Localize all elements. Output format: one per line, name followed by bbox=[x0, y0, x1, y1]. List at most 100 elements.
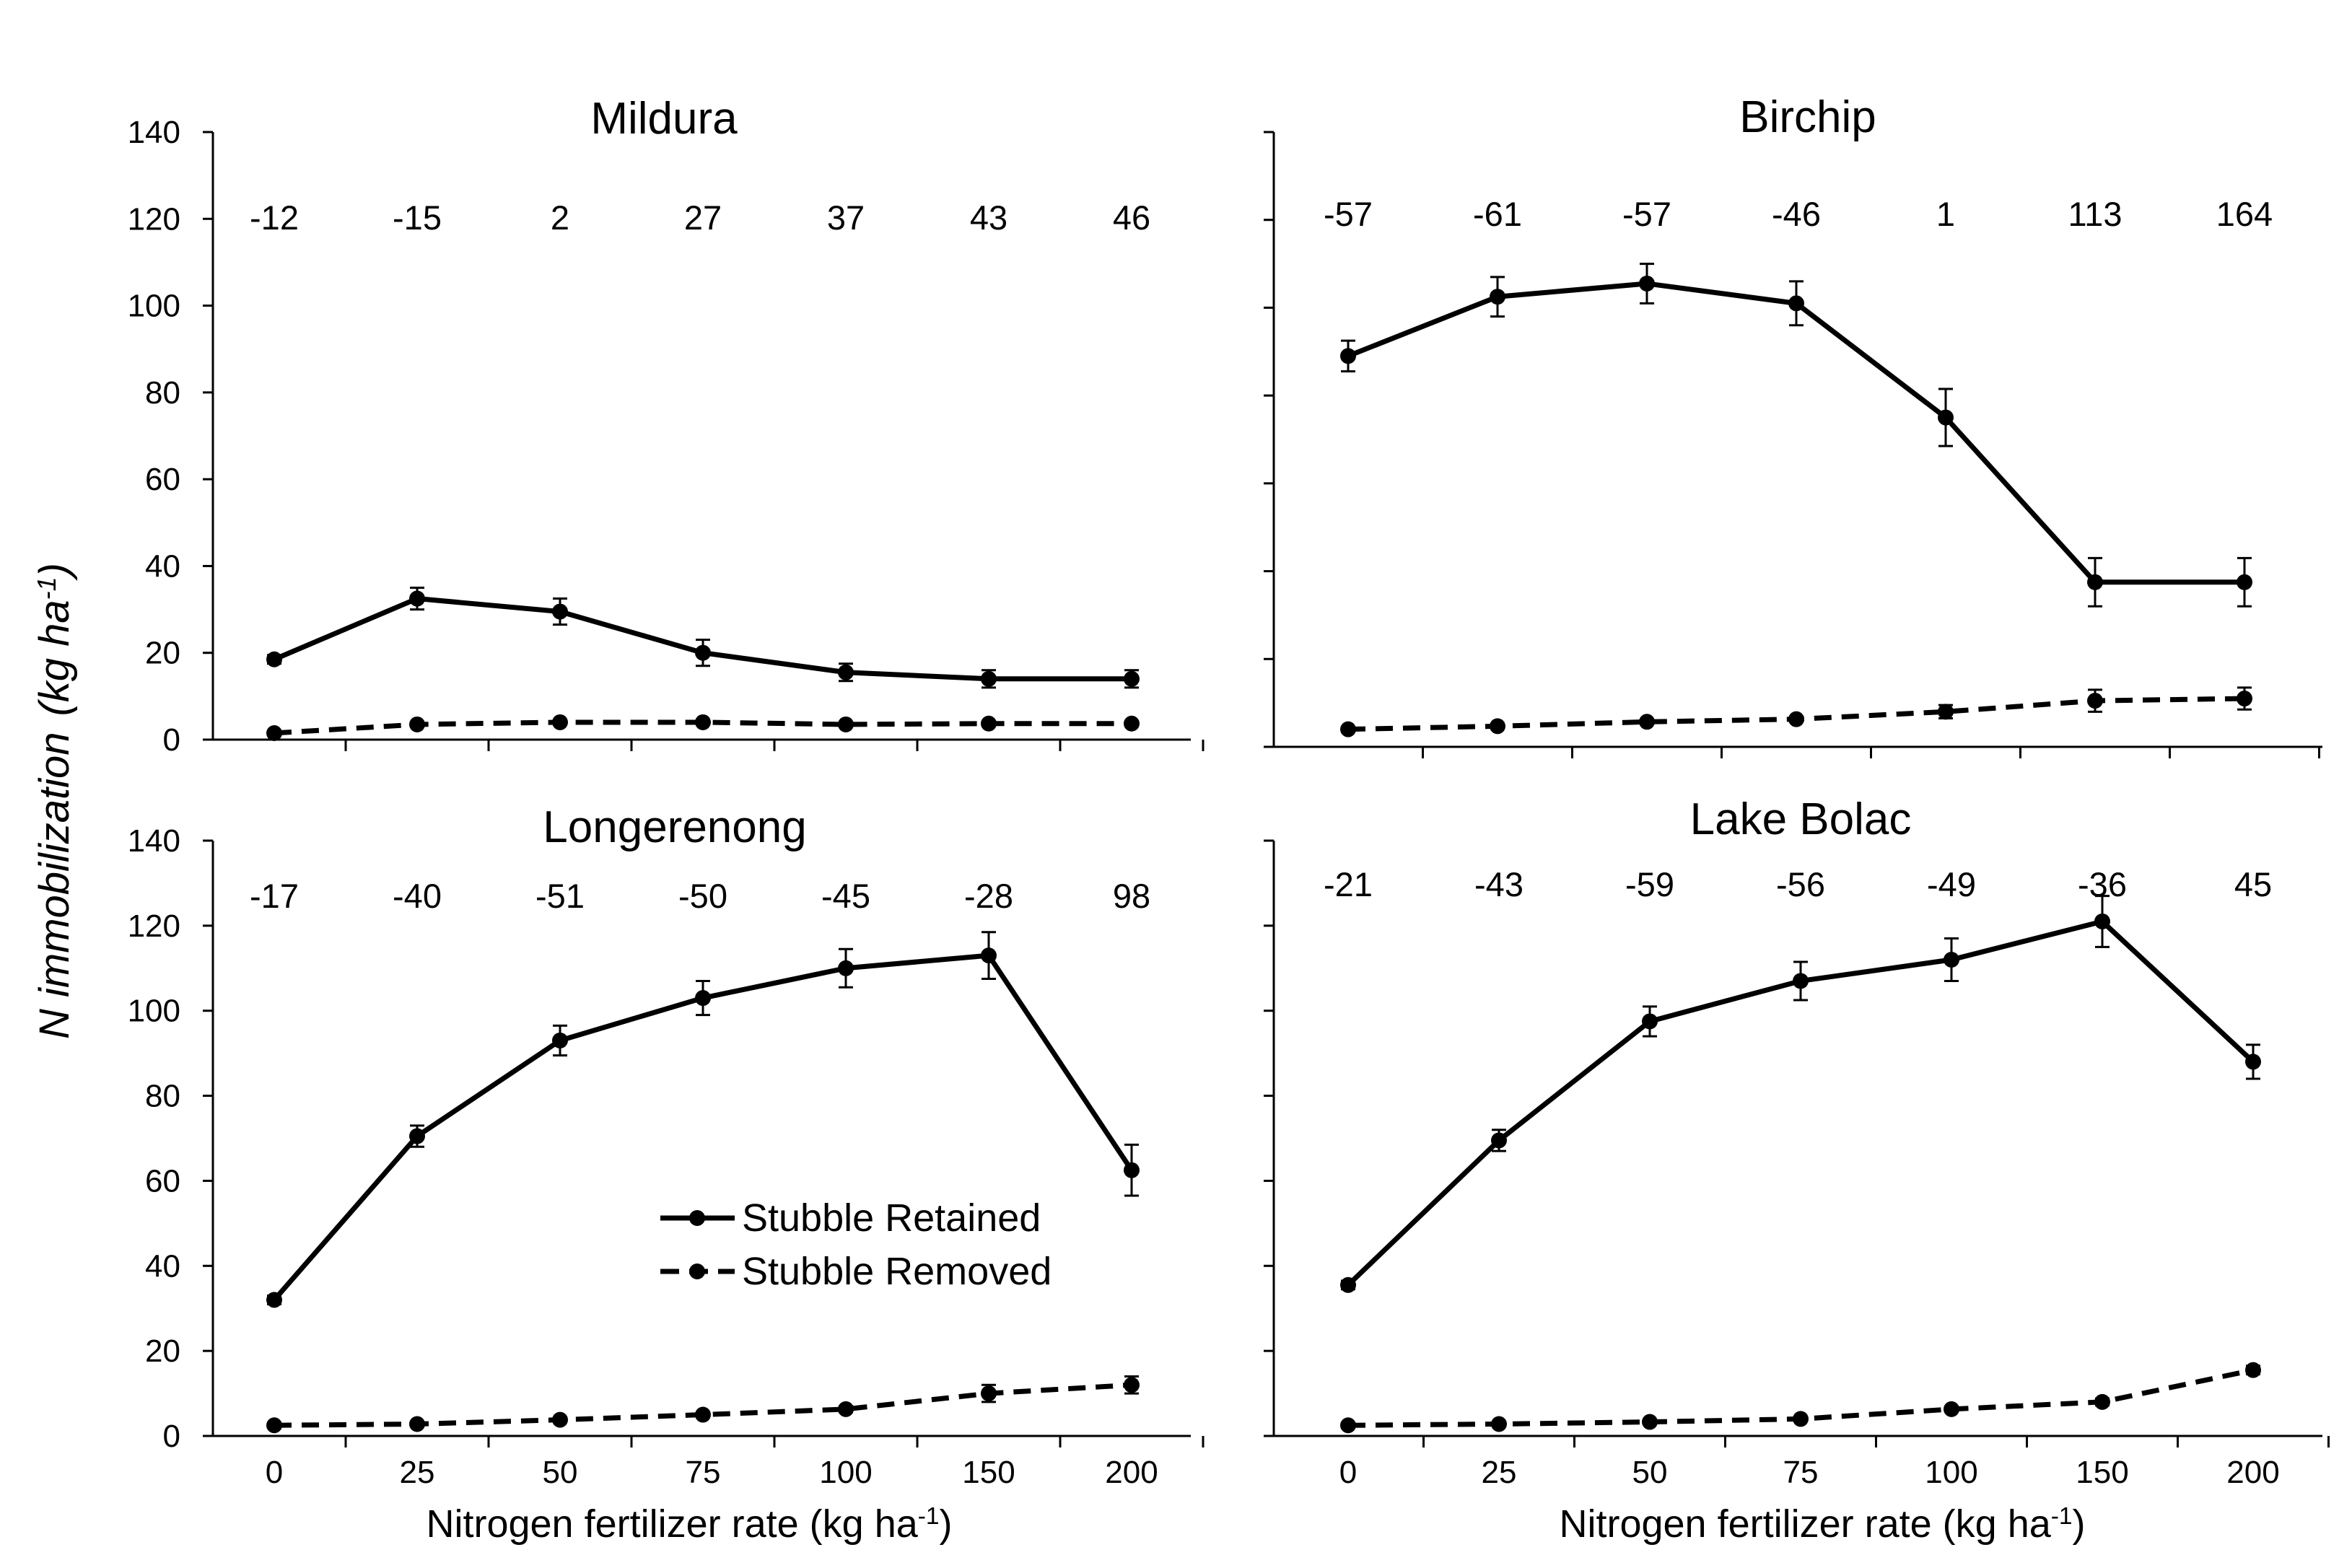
y-tick-label: 140 bbox=[128, 823, 180, 859]
x-tick-label: 0 bbox=[266, 1455, 283, 1490]
x-tick-label: 200 bbox=[2226, 1455, 2279, 1490]
y-axis-title-main: N immobilization bbox=[31, 732, 78, 1039]
annotation-label: -56 bbox=[1776, 865, 1825, 903]
data-point-stubble-retained bbox=[695, 644, 711, 661]
data-point-stubble-removed bbox=[838, 716, 854, 732]
data-point-stubble-retained bbox=[1793, 973, 1809, 989]
data-point-stubble-removed bbox=[1793, 1411, 1809, 1427]
panel-title: Mildura bbox=[590, 94, 738, 144]
x-tick-label: 25 bbox=[1482, 1455, 1517, 1490]
data-point-stubble-removed bbox=[1788, 711, 1804, 727]
x-tick-label: 200 bbox=[1105, 1455, 1158, 1490]
panel-longerenong: 0 20 40 60 80 100 120 140 0 25 50 75 100 150 200 Longer… bbox=[128, 802, 1205, 1490]
annotation-label: 46 bbox=[1113, 198, 1150, 237]
annotation-label: -49 bbox=[1927, 865, 1976, 903]
annotation-label: 27 bbox=[684, 198, 722, 237]
y-tick-label: 80 bbox=[145, 1079, 180, 1114]
data-point-stubble-removed bbox=[409, 716, 425, 732]
annotation-label: -12 bbox=[250, 198, 299, 237]
data-point-stubble-retained bbox=[981, 947, 997, 964]
y-tick-label: 20 bbox=[145, 1333, 180, 1369]
annotation-label: -57 bbox=[1622, 195, 1671, 233]
y-tick-label: 140 bbox=[128, 115, 180, 150]
x-tick-label: 150 bbox=[962, 1455, 1015, 1490]
data-point-stubble-retained bbox=[1490, 289, 1505, 305]
annotation-label: 1 bbox=[1936, 195, 1955, 233]
annotation-label: -45 bbox=[821, 877, 870, 915]
data-point-stubble-removed bbox=[2237, 691, 2252, 707]
annotation-label: -57 bbox=[1324, 195, 1373, 233]
x-axis-title-left: Nitrogen fertilizer rate (kg ha-1) bbox=[426, 1502, 952, 1546]
legend-retained-label: Stubble Retained bbox=[742, 1196, 1041, 1240]
data-point-stubble-retained bbox=[838, 960, 854, 976]
data-point-stubble-retained bbox=[409, 590, 425, 607]
x-tick-label: 100 bbox=[1925, 1455, 1977, 1490]
data-point-stubble-removed bbox=[695, 714, 711, 730]
annotation-label: -21 bbox=[1324, 865, 1373, 903]
y-tick-label: 20 bbox=[145, 636, 180, 671]
annotation-label: -50 bbox=[678, 877, 727, 915]
data-point-stubble-retained bbox=[2237, 574, 2252, 590]
series-line-stubble-retained bbox=[1347, 281, 2244, 585]
data-point-stubble-removed bbox=[1639, 714, 1655, 730]
y-tick-label: 100 bbox=[128, 289, 180, 324]
y-tick-label: 40 bbox=[145, 548, 180, 584]
y-tick-label: 120 bbox=[128, 201, 180, 237]
y-tick-label: 0 bbox=[163, 1419, 180, 1454]
panel-birchip: Birchip -57 -61 -57 -46 1 113 164 bbox=[1264, 92, 2322, 758]
data-point-stubble-retained bbox=[2094, 913, 2110, 929]
annotation-label: -51 bbox=[535, 877, 585, 915]
y-tick-label: 0 bbox=[163, 722, 180, 758]
legend-retained-marker bbox=[689, 1210, 705, 1226]
data-point-stubble-removed bbox=[409, 1416, 425, 1432]
data-point-stubble-removed bbox=[1944, 1401, 1959, 1417]
panel-mildura: 0 20 40 60 80 100 120 140 Mildura -12 -15 2 27 37 43 46 bbox=[128, 94, 1205, 758]
y-tick-label: 60 bbox=[145, 462, 180, 497]
data-point-stubble-removed bbox=[2094, 1393, 2110, 1410]
data-point-stubble-removed bbox=[1124, 715, 1140, 732]
data-point-stubble-retained bbox=[1788, 295, 1804, 312]
data-point-stubble-retained bbox=[1124, 670, 1140, 687]
data-point-stubble-removed bbox=[1938, 704, 1954, 720]
data-point-stubble-retained bbox=[2245, 1054, 2261, 1070]
annotation-label: -40 bbox=[393, 877, 442, 915]
x-tick-label: 100 bbox=[819, 1455, 872, 1490]
data-point-stubble-retained bbox=[1340, 348, 1356, 364]
annotation-label: 37 bbox=[827, 198, 865, 237]
panel-title: Longerenong bbox=[543, 802, 806, 852]
data-point-stubble-removed bbox=[981, 715, 997, 732]
legend-removed-label: Stubble Removed bbox=[742, 1250, 1052, 1293]
data-point-stubble-removed bbox=[552, 1411, 568, 1428]
data-point-stubble-retained bbox=[1340, 1276, 1356, 1293]
annotation-label: 98 bbox=[1113, 877, 1150, 915]
data-point-stubble-retained bbox=[266, 1292, 282, 1308]
x-tick-label: 25 bbox=[400, 1455, 435, 1490]
data-point-stubble-retained bbox=[552, 603, 568, 620]
data-point-stubble-retained bbox=[409, 1128, 425, 1144]
panel-title: Lake Bolac bbox=[1690, 794, 1912, 844]
x-tick-label: 50 bbox=[543, 1455, 578, 1490]
data-point-stubble-removed bbox=[2087, 693, 2103, 709]
y-axis-title-unit: (kg ha-1) bbox=[31, 563, 78, 717]
annotation-label: 2 bbox=[551, 198, 569, 237]
x-axis-title-right: Nitrogen fertilizer rate (kg ha-1) bbox=[1559, 1502, 2085, 1546]
data-point-stubble-removed bbox=[981, 1385, 997, 1402]
annotation-label: 45 bbox=[2234, 865, 2272, 903]
data-point-stubble-retained bbox=[2087, 574, 2103, 590]
data-point-stubble-retained bbox=[1944, 952, 1959, 968]
x-tick-label: 75 bbox=[1783, 1455, 1819, 1490]
y-axis-title: N immobilization (kg ha-1) bbox=[31, 563, 78, 1039]
annotation-label: -46 bbox=[1772, 195, 1821, 233]
panel-title: Birchip bbox=[1739, 92, 1876, 142]
y-tick-label: 120 bbox=[128, 908, 180, 944]
data-point-stubble-retained bbox=[1938, 409, 1954, 426]
legend: Stubble Retained Stubble Removed bbox=[660, 1196, 1052, 1293]
data-point-stubble-removed bbox=[1491, 1416, 1507, 1432]
data-point-stubble-removed bbox=[1340, 1417, 1356, 1434]
x-tick-label: 0 bbox=[1339, 1455, 1357, 1490]
y-tick-label: 40 bbox=[145, 1248, 180, 1284]
data-point-stubble-retained bbox=[981, 670, 997, 687]
data-point-stubble-removed bbox=[1124, 1377, 1140, 1393]
y-tick-label: 60 bbox=[145, 1163, 180, 1199]
